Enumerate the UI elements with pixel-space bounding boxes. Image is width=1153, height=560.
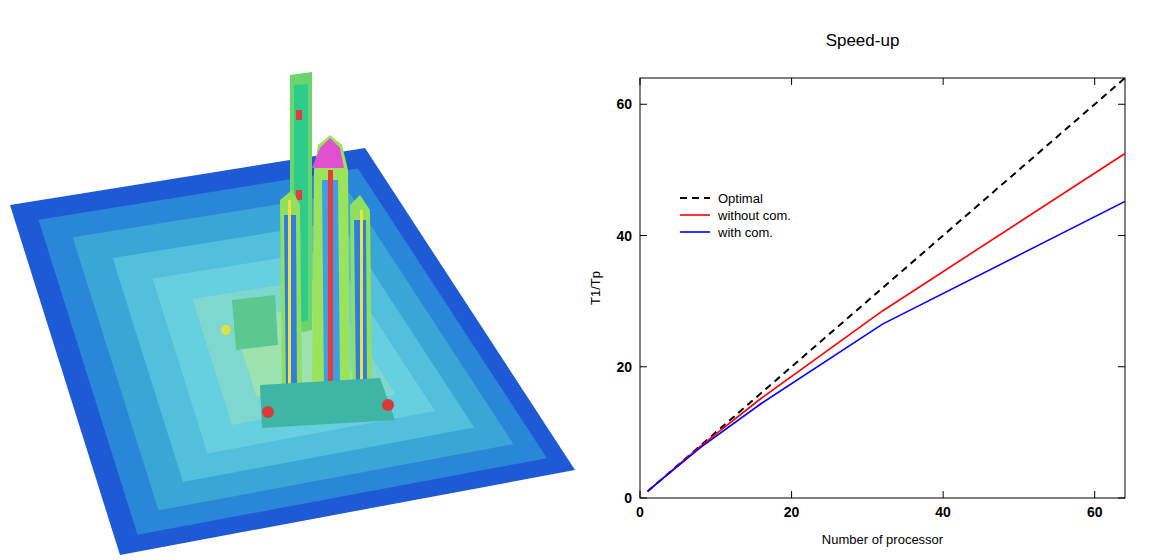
booster xyxy=(280,190,302,398)
chart-title: Speed-up xyxy=(826,31,900,50)
y-tick xyxy=(640,366,647,367)
x-axis-title: Number of processor xyxy=(822,532,944,547)
pad xyxy=(260,378,395,428)
render-shape xyxy=(296,190,302,200)
rocket-nose xyxy=(312,138,344,168)
legend-swatch xyxy=(680,214,710,216)
y-tick xyxy=(1118,498,1125,499)
legend-label: without com. xyxy=(717,208,791,223)
render-shape xyxy=(221,325,231,335)
render-shape xyxy=(262,406,274,418)
plate xyxy=(73,193,514,510)
plot-frame xyxy=(640,78,1125,498)
render-shape xyxy=(382,399,394,411)
x-tick xyxy=(943,491,944,498)
x-tick xyxy=(640,491,641,498)
y-tick xyxy=(1118,235,1125,236)
y-axis-title: T1/Tp xyxy=(588,271,603,305)
booster xyxy=(350,195,372,395)
y-tick-label: 40 xyxy=(616,228,632,244)
y-tick xyxy=(640,104,647,105)
x-tick xyxy=(791,78,792,85)
x-tick-label: 0 xyxy=(636,504,644,520)
legend-swatch xyxy=(680,231,710,233)
y-tick xyxy=(1118,366,1125,367)
legend-swatch xyxy=(680,197,710,199)
x-tick xyxy=(791,491,792,498)
page: Speed-up 0 20 40 60 0 20 40 60 Number of processo… xyxy=(0,0,1153,560)
plate xyxy=(10,148,575,555)
series-line xyxy=(648,153,1125,491)
x-tick-label: 60 xyxy=(1087,504,1103,520)
rocket-rendering xyxy=(10,72,575,555)
render-shape xyxy=(360,210,363,390)
plate xyxy=(39,168,548,534)
y-tick xyxy=(640,235,647,236)
legend-label: with com. xyxy=(717,225,773,240)
y-tick xyxy=(1118,104,1125,105)
render-shape xyxy=(296,110,302,120)
series-line xyxy=(648,78,1125,491)
x-tick xyxy=(1094,491,1095,498)
x-tick xyxy=(640,78,641,85)
x-tick-label: 40 xyxy=(935,504,951,520)
series-line xyxy=(648,201,1125,491)
y-tick-label: 0 xyxy=(624,490,632,506)
pad xyxy=(232,295,278,350)
rocket-body xyxy=(312,135,350,395)
render-shape xyxy=(288,200,291,390)
legend-label: Optimal xyxy=(718,191,763,206)
x-tick xyxy=(943,78,944,85)
x-tick xyxy=(1094,78,1095,85)
y-tick xyxy=(640,498,647,499)
plot-area xyxy=(648,78,1125,491)
render-shape xyxy=(328,170,333,385)
x-tick-label: 20 xyxy=(784,504,800,520)
y-tick-label: 20 xyxy=(616,359,632,375)
y-tick-label: 60 xyxy=(616,96,632,112)
legend: Optimal without com. with com. xyxy=(680,191,791,240)
